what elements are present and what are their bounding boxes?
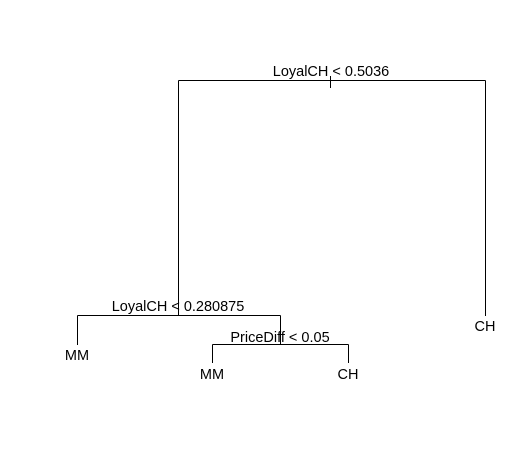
third-split-label: PriceDiff < 0.05	[230, 330, 329, 346]
leaf-third-right: CH	[338, 367, 359, 383]
root-split-node: LoyalCH < 0.5036	[178, 64, 486, 316]
second-split-label: LoyalCH < 0.280875	[112, 299, 245, 315]
leaf-third-left: MM	[200, 367, 224, 383]
third-split-node: PriceDiff < 0.05	[212, 330, 349, 363]
leaf-root-right: CH	[475, 319, 496, 335]
root-split-label: LoyalCH < 0.5036	[273, 64, 389, 80]
leaf-second-left: MM	[65, 348, 89, 364]
second-split-node: LoyalCH < 0.280875	[77, 299, 281, 345]
